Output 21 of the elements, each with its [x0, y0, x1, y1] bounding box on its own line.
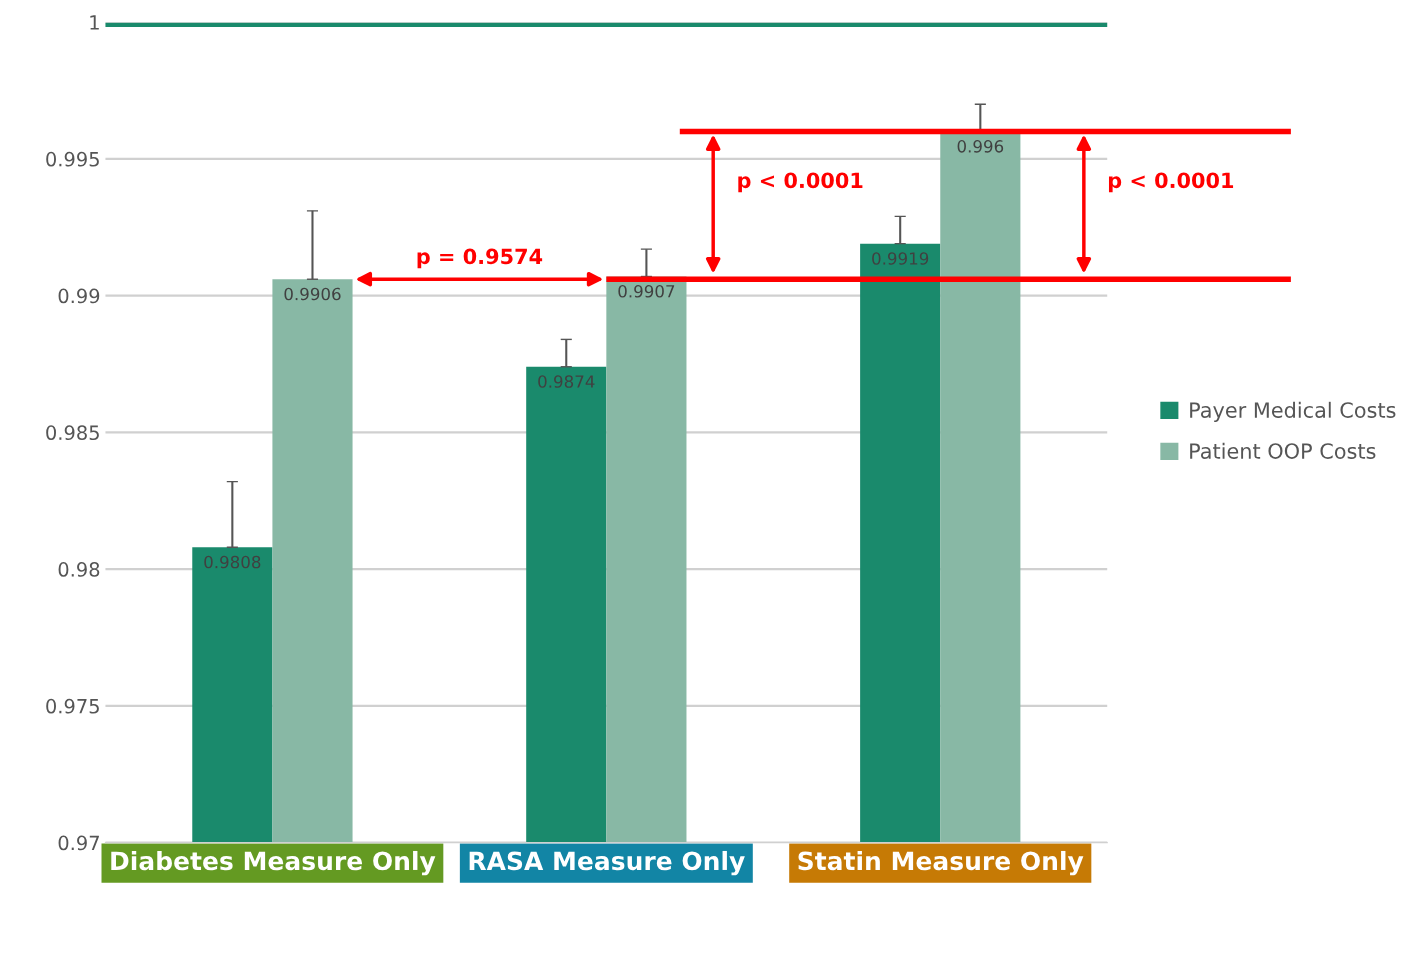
- text: p < 0.0001: [1108, 172, 1234, 193]
- data-label: 0.9919: [872, 252, 929, 265]
- data-label: 0.9874: [538, 375, 595, 388]
- y-tick-label: 0.99: [58, 288, 100, 304]
- x-tick-label: Diabetes Measure Only: [111, 850, 436, 876]
- y-tick-label: 0.98: [58, 562, 100, 577]
- x-tick-label: RASA Measure Only: [469, 850, 745, 876]
- y-tick-label: 0.995: [46, 151, 99, 167]
- annotation: p = 0.9574: [417, 248, 543, 269]
- x-tick-label: Statin Measure Only: [798, 850, 1084, 876]
- y-tick-label: 0.97: [58, 835, 99, 851]
- data-label: 0.9907: [618, 285, 675, 298]
- legend-label: Patient OOP Costs: [1190, 442, 1376, 459]
- y-tick-label: 0.975: [46, 698, 99, 714]
- data-label: 0.996: [957, 140, 1004, 153]
- y-tick-label: 1: [90, 15, 99, 30]
- data-label: 0.9906: [284, 287, 341, 301]
- data-label: 0.9808: [204, 555, 261, 569]
- legend-label: Payer Medical Costs: [1190, 401, 1396, 422]
- annotation: p < 0.0001: [738, 172, 863, 193]
- y-tick-label: 0.985: [46, 425, 99, 441]
